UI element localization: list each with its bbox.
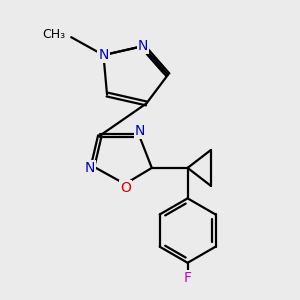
Text: N: N	[135, 124, 145, 138]
Text: N: N	[138, 39, 148, 53]
Text: O: O	[120, 181, 131, 195]
Text: CH₃: CH₃	[43, 28, 66, 41]
Text: F: F	[184, 271, 192, 285]
Text: N: N	[98, 48, 109, 62]
Text: N: N	[85, 161, 95, 175]
